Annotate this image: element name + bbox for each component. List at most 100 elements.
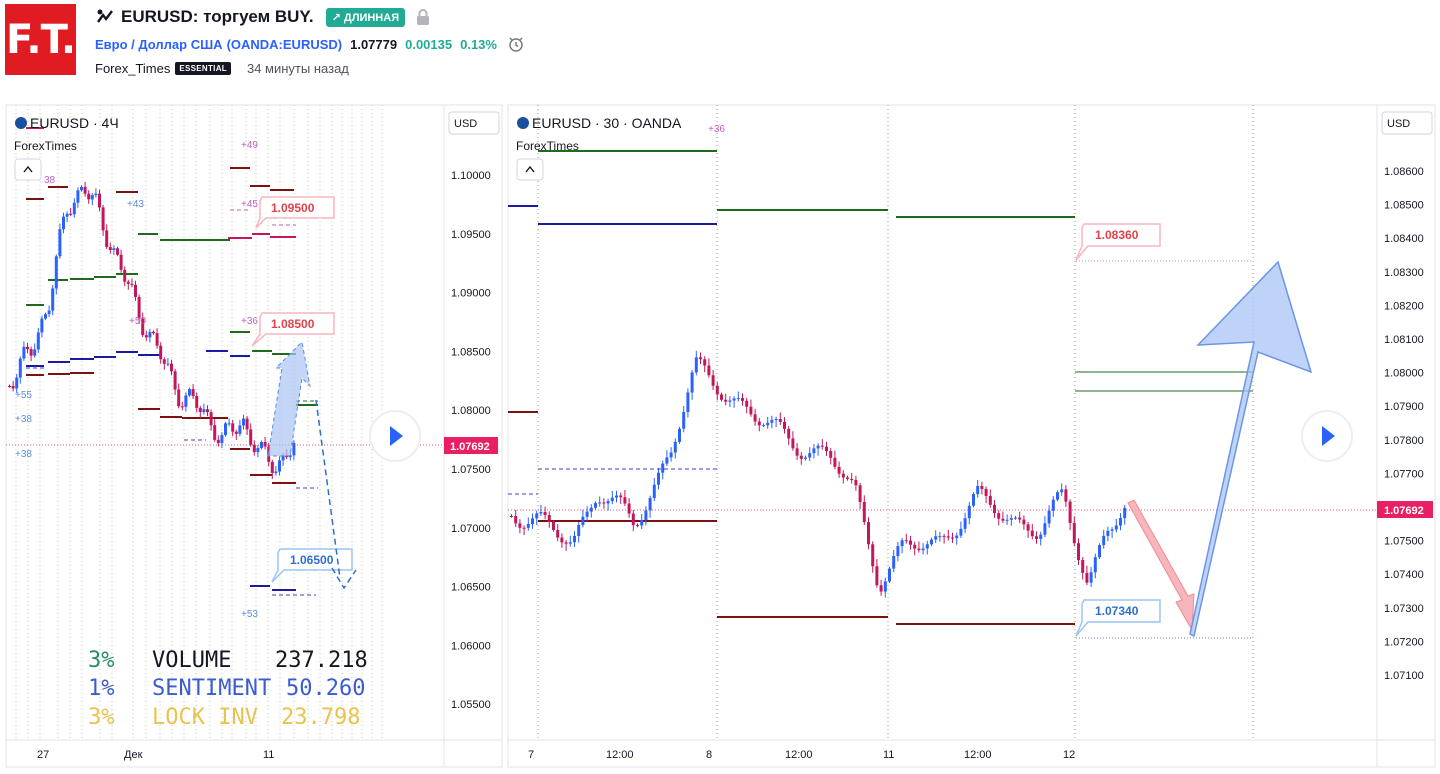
candle-body xyxy=(581,516,585,525)
candle-body xyxy=(1001,518,1005,521)
candle-body xyxy=(58,229,62,257)
stat-label: VOLUME xyxy=(152,648,231,673)
candle-body xyxy=(44,314,47,319)
candle-body xyxy=(83,186,87,194)
candle-body xyxy=(703,359,707,366)
right-target-callout-2 xyxy=(1075,599,1161,637)
candle-body xyxy=(1123,507,1127,519)
candle-body xyxy=(51,288,55,311)
candle-body xyxy=(141,318,145,336)
left-small-label: +38 xyxy=(15,414,32,425)
candle-body xyxy=(263,441,267,447)
candle-body xyxy=(602,502,606,504)
candle-body xyxy=(900,540,904,547)
left-collapse-button[interactable] xyxy=(14,158,42,181)
left-currency-button[interactable] xyxy=(448,111,500,135)
candle-body xyxy=(644,510,648,520)
candle-body xyxy=(652,484,656,499)
candle-body xyxy=(598,502,602,504)
candle-body xyxy=(87,193,91,200)
candle-body xyxy=(166,363,170,365)
candle-body xyxy=(963,518,967,529)
candle-body xyxy=(29,349,33,356)
right-chart-title: EURUSD · 30 · OANDA xyxy=(532,115,682,131)
candle-body xyxy=(26,346,29,350)
symbol-code-link[interactable]: (OANDA:EURUSD) xyxy=(226,36,343,52)
candle-body xyxy=(62,216,65,230)
candle-body xyxy=(568,542,572,544)
candle-body xyxy=(116,248,119,255)
right-chart-panel[interactable]: 1.08600 1.08500 1.08400 1.08300 1.08200 1.081… xyxy=(507,104,1436,768)
candle-body xyxy=(585,511,589,517)
candle-body xyxy=(514,516,518,524)
right-play-button[interactable] xyxy=(1301,410,1353,462)
candle-body xyxy=(564,542,568,544)
candle-body xyxy=(573,535,576,543)
symbol-price: 1.07779 xyxy=(350,36,398,52)
candle-body xyxy=(787,428,791,439)
left-time-label: Дек xyxy=(124,749,143,761)
candle-body xyxy=(896,546,900,556)
candle-body xyxy=(224,423,227,436)
candle-body xyxy=(1114,525,1118,530)
candle-body xyxy=(80,186,83,191)
candle-body xyxy=(556,530,560,538)
candle-body xyxy=(858,485,862,502)
candle-body xyxy=(825,446,828,452)
price-tick: 1.07200 xyxy=(1384,636,1424,648)
candle-body xyxy=(195,396,199,408)
left-play-button[interactable] xyxy=(369,410,421,462)
left-symbol-flag-icon xyxy=(15,117,27,129)
candle-body xyxy=(686,392,690,413)
alarm-clock-icon[interactable] xyxy=(507,35,525,53)
candle-body xyxy=(90,195,94,200)
right-collapse-button[interactable] xyxy=(516,158,544,181)
candle-body xyxy=(560,537,564,543)
symbol-change-pct: 0.13% xyxy=(460,36,497,52)
candle-body xyxy=(606,501,610,504)
candle-body xyxy=(699,357,702,360)
right-time-label: 12:00 xyxy=(606,749,634,761)
price-tick: 1.08000 xyxy=(451,405,491,417)
price-tick: 1.09500 xyxy=(451,229,491,241)
candle-body xyxy=(1018,517,1022,520)
candle-body xyxy=(980,485,984,489)
candle-body xyxy=(938,536,942,538)
candle-body xyxy=(510,516,513,517)
candle-body xyxy=(959,528,963,536)
candle-body xyxy=(594,503,597,508)
candle-body xyxy=(148,331,152,338)
candle-body xyxy=(40,318,44,333)
candle-body xyxy=(967,505,971,519)
candle-body xyxy=(1093,557,1097,573)
candle-body xyxy=(98,193,101,208)
right-small-label: +36 xyxy=(708,124,725,135)
candle-body xyxy=(804,457,807,459)
left-time-label: 27 xyxy=(37,749,49,761)
right-symbol-flag-icon xyxy=(517,117,529,129)
candle-body xyxy=(795,448,799,456)
symbol-name-link[interactable]: Евро / Доллар США xyxy=(95,36,223,52)
candle-body xyxy=(707,365,711,376)
right-time-label: 12:00 xyxy=(785,749,813,761)
play-icon xyxy=(390,426,403,446)
candle-body xyxy=(144,335,148,338)
lock-icon xyxy=(417,9,430,25)
candle-body xyxy=(518,523,522,528)
right-currency-button[interactable] xyxy=(1381,111,1433,135)
idea-title: EURUSD: торгуем BUY. xyxy=(121,7,314,26)
author-name-link[interactable]: Forex_Times xyxy=(95,60,171,76)
idea-header: EURUSD: торгуем BUY. ↗ ДЛИННАЯ Евро / До… xyxy=(95,5,525,79)
candle-body xyxy=(47,310,51,315)
left-chart-panel[interactable]: 1.10000 1.09500 1.09000 1.08500 1.08000 1.075… xyxy=(5,104,503,768)
candle-body xyxy=(1051,499,1055,511)
candle-body xyxy=(657,472,660,485)
candle-body xyxy=(1022,519,1026,525)
left-price-axis[interactable]: 1.10000 1.09500 1.09000 1.08500 1.08000 1.075… xyxy=(451,170,491,711)
price-tick: 1.07500 xyxy=(1384,536,1424,548)
candle-body xyxy=(242,418,245,426)
candle-body xyxy=(112,248,116,250)
left-small-label: +45 xyxy=(241,199,258,210)
charts-area[interactable]: 1.10000 1.09500 1.09000 1.08500 1.08000 1.075… xyxy=(0,100,1440,774)
right-target-value-2: 1.07340 xyxy=(1095,604,1139,618)
